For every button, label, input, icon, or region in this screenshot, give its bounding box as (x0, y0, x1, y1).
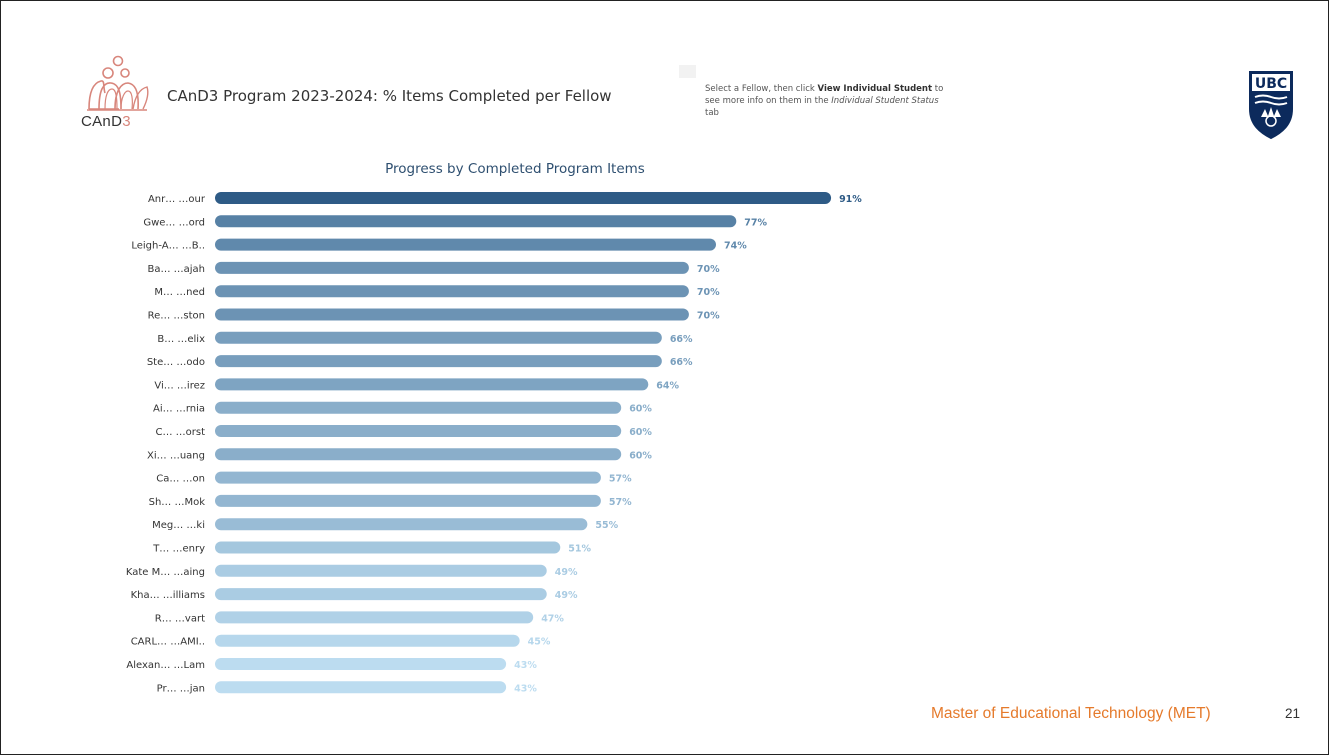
value-label: 57% (609, 497, 632, 508)
progress-bar[interactable] (215, 331, 662, 344)
value-label: 66% (670, 334, 693, 345)
category-label: C… …orst (155, 427, 205, 438)
category-label: Sh… …Mok (149, 497, 206, 508)
value-label: 45% (528, 637, 551, 648)
category-label: M… …ned (154, 287, 205, 298)
value-label: 43% (514, 660, 537, 671)
progress-bar[interactable] (215, 518, 588, 531)
progress-bar[interactable] (215, 425, 622, 437)
category-label: Meg… …ki (152, 520, 205, 531)
cand3-logo: CAnD3 (81, 53, 161, 135)
value-label: 55% (595, 520, 618, 531)
value-label: 43% (514, 683, 537, 694)
progress-bar[interactable] (215, 448, 622, 461)
category-label: Anr… …our (148, 194, 206, 205)
category-label: T… …enry (152, 544, 205, 555)
progress-bar[interactable] (215, 588, 547, 601)
category-label: Leigh-A… …B.. (131, 241, 205, 252)
progress-bar[interactable] (215, 401, 622, 414)
progress-bar[interactable] (215, 634, 520, 647)
progress-bar[interactable] (215, 285, 689, 298)
progress-bar[interactable] (215, 215, 737, 228)
category-label: B… …elix (157, 334, 205, 345)
ubc-logo: UBC (1249, 71, 1293, 140)
value-label: 60% (629, 427, 652, 438)
progress-bar[interactable] (215, 564, 547, 577)
cand3-logo-icon (87, 55, 149, 111)
cand3-wordmark: CAnD3 (81, 113, 131, 130)
progress-bar[interactable] (215, 355, 662, 368)
progress-bar[interactable] (215, 541, 561, 554)
progress-bar[interactable] (215, 471, 601, 484)
helper-instructions: Select a Fellow, then click View Individ… (705, 84, 944, 118)
value-label: 70% (697, 264, 720, 275)
progress-bar[interactable] (215, 494, 601, 507)
value-label: 70% (697, 287, 720, 298)
progress-bar[interactable] (215, 681, 507, 694)
value-label: 70% (697, 311, 720, 322)
ubc-logo-text: UBC (1255, 76, 1287, 92)
value-label: 77% (744, 217, 767, 228)
progress-bar[interactable] (215, 192, 832, 204)
value-label: 60% (629, 450, 652, 461)
category-label: Ste… …odo (147, 357, 205, 368)
category-label: Ca… …on (156, 474, 205, 485)
value-label: 47% (541, 613, 564, 624)
category-label: Kate M… …aing (126, 567, 205, 578)
progress-bar[interactable] (215, 261, 689, 274)
category-label: Gwe… …ord (143, 217, 205, 228)
category-label: Vi… …irez (154, 380, 205, 391)
category-label: Alexan… …Lam (126, 660, 205, 671)
value-label: 60% (629, 404, 652, 415)
progress-bar[interactable] (215, 611, 534, 624)
category-label: Ba… …ajah (147, 264, 205, 275)
chart-title: Progress by Completed Program Items (385, 161, 645, 177)
category-label: Ai… …rnia (153, 404, 205, 415)
progress-bar[interactable] (215, 238, 716, 251)
view-individual-student-link[interactable]: View Individual Student (817, 84, 933, 94)
value-label: 49% (555, 590, 578, 601)
progress-bar[interactable] (215, 308, 689, 321)
page-title: CAnD3 Program 2023-2024: % Items Complet… (167, 87, 612, 105)
value-label: 74% (724, 241, 747, 252)
value-label: 66% (670, 357, 693, 368)
helper-swatch (679, 65, 696, 78)
value-label: 49% (555, 567, 578, 578)
category-label: Pr… …jan (157, 683, 205, 694)
value-label: 64% (656, 380, 679, 391)
progress-bar[interactable] (215, 658, 507, 670)
category-label: Xi… …uang (147, 450, 205, 461)
value-label: 51% (568, 544, 591, 555)
footer-program-label: Master of Educational Technology (MET) (931, 705, 1211, 722)
category-label: R… …vart (155, 613, 205, 624)
page-number: 21 (1285, 706, 1301, 721)
progress-bar-chart: Anr… …our 91% Gwe… …ord 77% Leigh-A… …B.. 74%… (126, 192, 862, 694)
category-label: Kha… …illiams (131, 590, 205, 601)
progress-bar[interactable] (215, 378, 649, 391)
value-label: 91% (839, 194, 862, 205)
category-label: CARL… …AMI.. (131, 637, 205, 648)
value-label: 57% (609, 474, 632, 485)
category-label: Re… …ston (148, 311, 205, 322)
